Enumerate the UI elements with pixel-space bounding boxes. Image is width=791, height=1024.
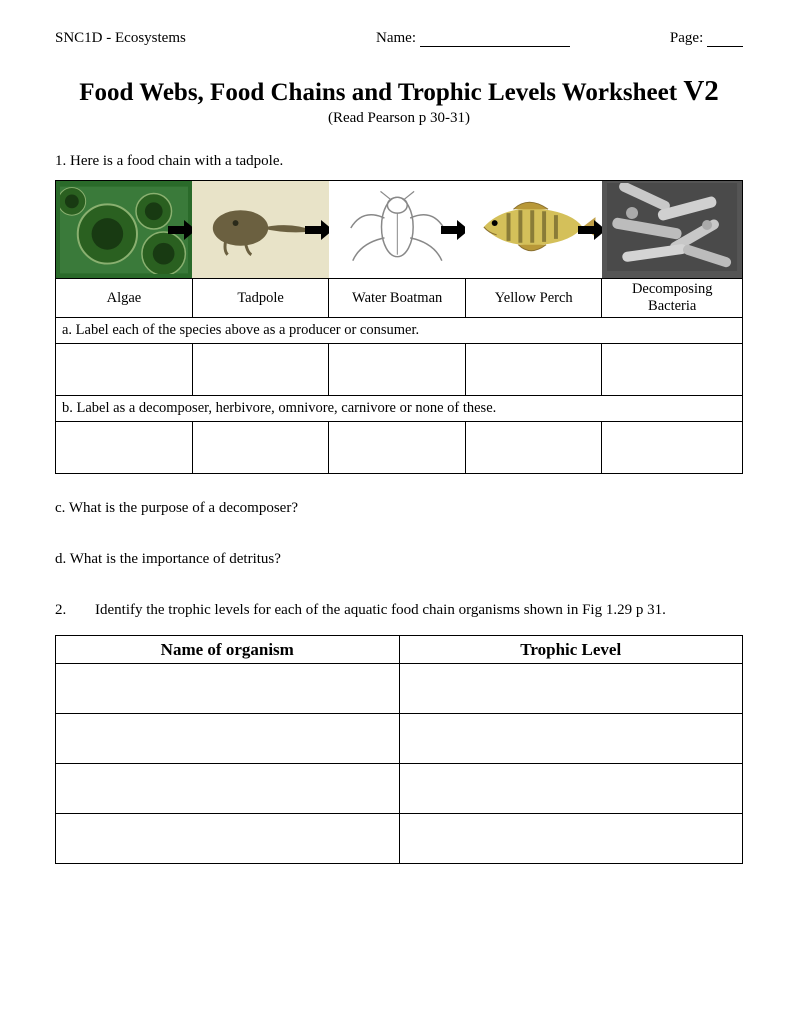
answer-cell[interactable]	[56, 422, 193, 474]
q1a-text: a. Label each of the species above as a …	[56, 318, 743, 344]
answer-cell[interactable]	[602, 344, 743, 396]
answer-cell[interactable]	[329, 344, 466, 396]
q2-line: 2. Identify the trophic levels for each …	[55, 602, 743, 619]
q1b-answer-row	[56, 422, 743, 474]
answer-cell[interactable]	[465, 344, 601, 396]
yellow-perch-image-cell	[465, 181, 601, 279]
organism-label: Yellow Perch	[465, 279, 601, 318]
organism-image-row	[56, 181, 743, 279]
answer-cell[interactable]	[56, 344, 193, 396]
q1d-text: d. What is the importance of detritus?	[55, 551, 743, 568]
q1a-answer-row	[56, 344, 743, 396]
arrow-icon	[168, 220, 192, 240]
arrow-icon	[305, 220, 329, 240]
answer-cell[interactable]	[56, 814, 400, 864]
bacteria-image-cell	[602, 181, 743, 279]
table-row	[56, 664, 743, 714]
title-text: Food Webs, Food Chains and Trophic Level…	[79, 79, 683, 106]
answer-cell[interactable]	[399, 664, 743, 714]
q1c-text: c. What is the purpose of a decomposer?	[55, 500, 743, 517]
course-code: SNC1D - Ecosystems	[55, 30, 186, 47]
answer-cell[interactable]	[465, 422, 601, 474]
col-organism-header: Name of organism	[56, 636, 400, 664]
answer-cell[interactable]	[56, 764, 400, 814]
table-row	[56, 764, 743, 814]
answer-cell[interactable]	[56, 714, 400, 764]
answer-cell[interactable]	[192, 344, 329, 396]
table-row	[56, 714, 743, 764]
tadpole-image-cell	[192, 181, 329, 279]
q2-number: 2.	[55, 602, 95, 619]
name-field-label: Name:	[376, 30, 570, 47]
arrow-icon	[441, 220, 465, 240]
organism-label: Algae	[56, 279, 193, 318]
q1b-instruction-row: b. Label as a decomposer, herbivore, omn…	[56, 396, 743, 422]
arrow-icon	[578, 220, 602, 240]
answer-cell[interactable]	[399, 714, 743, 764]
q1-intro: 1. Here is a food chain with a tadpole.	[55, 153, 743, 170]
page-blank[interactable]	[707, 33, 743, 47]
organism-label: Decomposing Bacteria	[602, 279, 743, 318]
organism-label: Water Boatman	[329, 279, 466, 318]
name-blank[interactable]	[420, 33, 570, 47]
q1a-instruction-row: a. Label each of the species above as a …	[56, 318, 743, 344]
answer-cell[interactable]	[56, 664, 400, 714]
page-field-label: Page:	[670, 30, 743, 47]
algae-image-cell	[56, 181, 193, 279]
answer-cell[interactable]	[329, 422, 466, 474]
bacteria-icon	[606, 183, 738, 271]
organism-label-row: Algae Tadpole Water Boatman Yellow Perch…	[56, 279, 743, 318]
worksheet-title: Food Webs, Food Chains and Trophic Level…	[55, 75, 743, 108]
q2-text: Identify the trophic levels for each of …	[95, 602, 666, 619]
answer-cell[interactable]	[399, 814, 743, 864]
organism-label: Tadpole	[192, 279, 329, 318]
water-boatman-image-cell	[329, 181, 466, 279]
title-version: V2	[683, 75, 718, 107]
page-header: SNC1D - Ecosystems Name: Page:	[55, 30, 743, 47]
answer-cell[interactable]	[192, 422, 329, 474]
q1b-text: b. Label as a decomposer, herbivore, omn…	[56, 396, 743, 422]
col-trophic-header: Trophic Level	[399, 636, 743, 664]
answer-cell[interactable]	[602, 422, 743, 474]
answer-cell[interactable]	[399, 764, 743, 814]
trophic-header-row: Name of organism Trophic Level	[56, 636, 743, 664]
table-row	[56, 814, 743, 864]
trophic-level-table: Name of organism Trophic Level	[55, 635, 743, 864]
worksheet-subtitle: (Read Pearson p 30-31)	[55, 110, 743, 127]
food-chain-table: Algae Tadpole Water Boatman Yellow Perch…	[55, 180, 743, 474]
